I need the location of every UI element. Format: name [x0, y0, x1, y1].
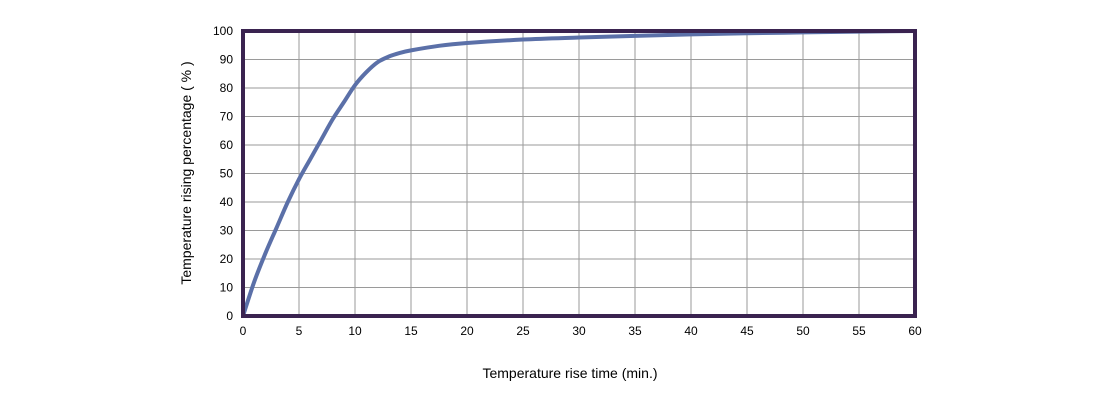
y-tick-label: 90	[220, 53, 234, 67]
y-tick-label: 20	[220, 252, 234, 266]
y-axis-ticks: 0 10 20 30 40 50 60 70 80 90 100	[213, 24, 233, 323]
x-tick-label: 20	[460, 324, 474, 338]
y-tick-label: 100	[213, 24, 233, 38]
x-tick-label: 55	[852, 324, 866, 338]
x-tick-label: 50	[796, 324, 810, 338]
y-axis-title: Temperature rising percentage ( % )	[178, 61, 194, 284]
x-tick-label: 15	[404, 324, 418, 338]
y-tick-label: 60	[220, 138, 234, 152]
x-axis-ticks: 0 5 10 15 20 25 30 35 40 45 50 55 60	[240, 324, 922, 338]
x-tick-label: 35	[628, 324, 642, 338]
y-tick-label: 40	[220, 195, 234, 209]
y-tick-label: 30	[220, 224, 234, 238]
x-tick-label: 60	[908, 324, 922, 338]
x-tick-label: 25	[516, 324, 530, 338]
y-tick-label: 80	[220, 81, 234, 95]
x-tick-label: 30	[572, 324, 586, 338]
x-tick-label: 45	[740, 324, 754, 338]
y-tick-label: 10	[220, 281, 234, 295]
x-tick-label: 5	[296, 324, 303, 338]
x-tick-label: 10	[348, 324, 362, 338]
y-tick-label: 50	[220, 167, 234, 181]
plot-frame	[241, 29, 917, 318]
x-tick-label: 40	[684, 324, 698, 338]
y-tick-label: 0	[226, 309, 233, 323]
data-line	[241, 29, 917, 318]
y-tick-label: 70	[220, 110, 234, 124]
x-axis-title: Temperature rise time (min.)	[482, 365, 657, 381]
grid-lines	[242, 30, 916, 317]
x-tick-label: 0	[240, 324, 247, 338]
